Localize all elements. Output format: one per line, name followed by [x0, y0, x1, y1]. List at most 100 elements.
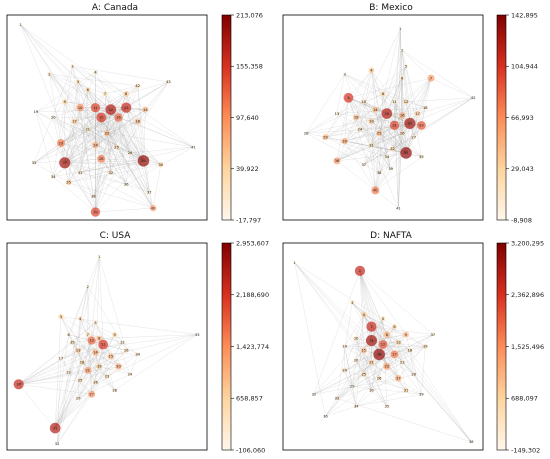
- edge: [33, 142, 62, 163]
- node-marker: [59, 157, 71, 169]
- edge: [398, 28, 401, 209]
- edge: [363, 350, 372, 391]
- edge: [79, 107, 154, 209]
- colorbar-tick-label: -106,060: [236, 446, 265, 454]
- edge: [363, 97, 474, 165]
- edge: [56, 286, 88, 445]
- node-label: 35: [385, 404, 390, 408]
- node-marker: [342, 344, 347, 349]
- edge: [371, 70, 387, 157]
- edge: [55, 352, 96, 429]
- edge: [49, 74, 150, 193]
- node-marker: [66, 370, 71, 375]
- node-label: 5: [405, 64, 407, 68]
- node-marker: [88, 390, 96, 398]
- edge: [81, 338, 100, 363]
- edge: [20, 24, 127, 185]
- node-label: 6: [393, 325, 396, 329]
- colorbar-gradient: [221, 242, 232, 451]
- edge: [18, 366, 119, 385]
- node-marker: [334, 396, 340, 401]
- edge: [336, 97, 349, 161]
- node-label: 38: [91, 195, 96, 199]
- edge: [344, 340, 372, 371]
- node-label: 20: [354, 359, 359, 363]
- colorbar-gradient: [496, 242, 507, 451]
- edge: [93, 158, 102, 197]
- edge: [87, 350, 127, 371]
- node-marker: [469, 440, 474, 444]
- edge: [359, 129, 407, 154]
- edge: [344, 370, 422, 395]
- node-marker: [423, 105, 428, 110]
- edge: [110, 109, 117, 148]
- edge: [306, 107, 426, 134]
- node-label: 14: [93, 351, 98, 355]
- node-marker: [404, 117, 416, 129]
- edge: [348, 97, 361, 130]
- edge: [35, 101, 65, 112]
- edge: [359, 270, 384, 345]
- edge: [93, 107, 127, 197]
- node-label: 40: [151, 206, 156, 210]
- node-label: 9: [64, 100, 67, 104]
- edge: [398, 334, 434, 379]
- edge: [64, 101, 96, 146]
- node-marker: [191, 145, 196, 149]
- node-label: 8: [98, 337, 101, 341]
- node-label: 11: [93, 106, 98, 110]
- edge: [80, 318, 138, 355]
- edge: [110, 109, 154, 209]
- edge: [79, 340, 92, 381]
- node-marker: [105, 104, 117, 115]
- edge: [402, 362, 414, 375]
- edge: [375, 66, 407, 191]
- node-marker: [369, 142, 374, 148]
- node-label: 23: [400, 361, 405, 365]
- colorbar-tick-label: 688,097: [511, 395, 538, 403]
- edge: [413, 78, 432, 138]
- edge: [336, 74, 345, 114]
- edge: [20, 24, 194, 148]
- node-label: 10: [362, 100, 367, 104]
- edge: [35, 72, 96, 112]
- node-marker: [195, 332, 199, 337]
- edge: [379, 107, 426, 173]
- edge: [371, 390, 387, 407]
- edge: [371, 354, 380, 391]
- edge: [421, 346, 426, 395]
- edge: [20, 24, 88, 91]
- edge: [60, 142, 144, 161]
- node-marker: [396, 206, 401, 210]
- edge: [394, 78, 403, 102]
- edge: [87, 334, 123, 343]
- edge: [53, 101, 65, 177]
- edge: [371, 115, 403, 146]
- edge: [49, 74, 111, 110]
- edge: [359, 123, 410, 130]
- colorbar-tick-label: -149,302: [511, 446, 540, 454]
- edge: [78, 334, 198, 351]
- edge: [106, 133, 111, 173]
- edge: [18, 350, 79, 385]
- edge: [99, 256, 127, 351]
- node-marker: [333, 157, 341, 165]
- edge: [18, 380, 81, 385]
- node-marker: [353, 358, 359, 363]
- edge: [306, 113, 338, 134]
- node-label: 41: [191, 145, 196, 149]
- node-marker: [158, 162, 164, 168]
- edge: [294, 262, 326, 417]
- node-marker: [430, 332, 435, 337]
- edge: [392, 137, 414, 150]
- node-label: 37: [147, 191, 152, 195]
- edge: [56, 372, 69, 445]
- edge: [87, 344, 104, 371]
- edge: [392, 97, 474, 150]
- edge: [55, 344, 104, 429]
- edge: [409, 78, 432, 124]
- node-label: 15: [99, 116, 104, 120]
- edge: [35, 111, 96, 146]
- edge: [325, 117, 357, 138]
- node-marker: [47, 71, 52, 77]
